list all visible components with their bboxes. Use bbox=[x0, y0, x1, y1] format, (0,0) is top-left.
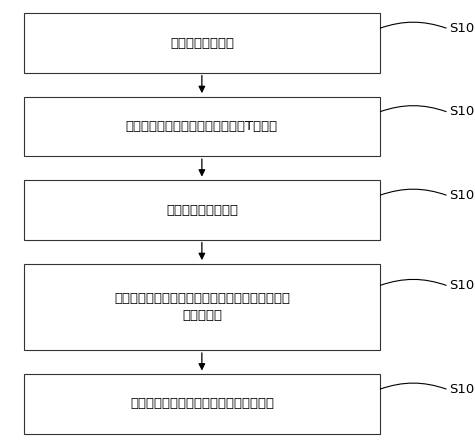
Text: S102: S102 bbox=[449, 105, 475, 118]
Text: 浇筑混凝土，使槽钢预埋于混凝土构件中: 浇筑混凝土，使槽钢预埋于混凝土构件中 bbox=[130, 397, 274, 410]
Text: S104: S104 bbox=[449, 279, 475, 292]
Text: S103: S103 bbox=[449, 189, 475, 202]
Text: 沿槽钢长度方向分布设置有若干个T型螺栓: 沿槽钢长度方向分布设置有若干个T型螺栓 bbox=[126, 120, 278, 133]
Text: 槽腔填充蓬松物质: 槽腔填充蓬松物质 bbox=[170, 37, 234, 50]
Bar bbox=[24, 264, 380, 350]
Text: S101: S101 bbox=[449, 22, 475, 35]
Bar bbox=[24, 374, 380, 434]
Bar bbox=[24, 97, 380, 156]
Text: 混凝土构件模板钻孔: 混凝土构件模板钻孔 bbox=[166, 203, 238, 216]
Bar bbox=[24, 13, 380, 73]
Text: S105: S105 bbox=[449, 383, 475, 396]
Text: 将槽钢固定在混凝土构件模板相邻于待浇筑混凝土
构件的一面: 将槽钢固定在混凝土构件模板相邻于待浇筑混凝土 构件的一面 bbox=[114, 292, 290, 322]
Bar bbox=[24, 181, 380, 240]
